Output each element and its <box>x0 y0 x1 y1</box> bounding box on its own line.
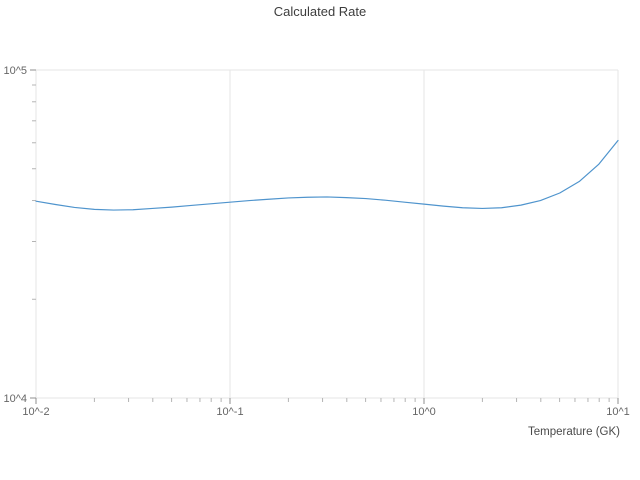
rate-line-series <box>35 139 619 211</box>
x-tick-label: 10^0 <box>412 406 436 418</box>
x-axis-title: Temperature (GK) <box>528 426 620 438</box>
axis-ticks <box>30 69 619 404</box>
x-tick-label: 10^-1 <box>216 406 243 418</box>
y-tick-label: 10^5 <box>3 65 27 77</box>
x-tick-label: 10^-2 <box>22 406 49 418</box>
y-tick-label: 10^4 <box>3 393 27 405</box>
y-axis-tick-labels: 10^4 10^5 <box>3 65 27 405</box>
x-axis-tick-labels: 10^-2 10^-1 10^0 10^1 <box>22 406 629 418</box>
x-tick-label: 10^1 <box>606 406 630 418</box>
chart-title: Calculated Rate <box>274 4 367 19</box>
chart-gridlines <box>35 69 619 399</box>
